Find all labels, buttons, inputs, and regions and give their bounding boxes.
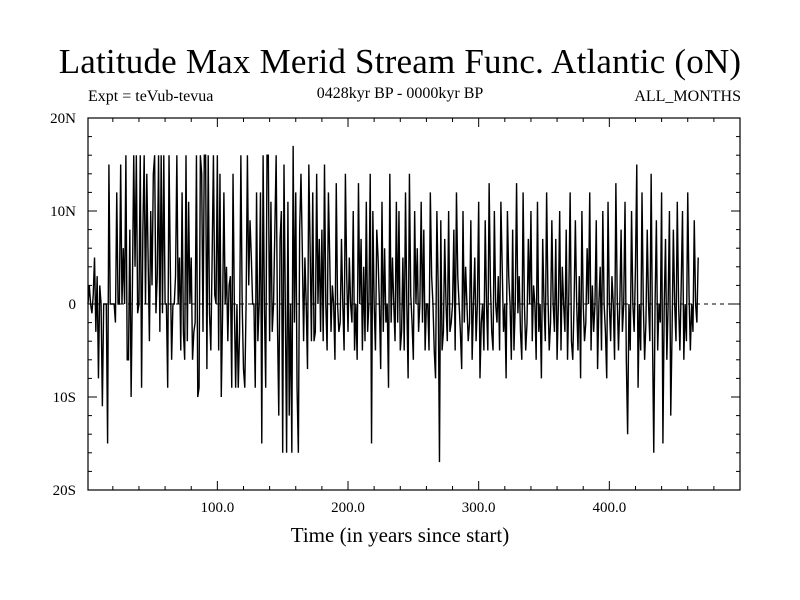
x-tick-label: 100.0 <box>200 500 234 516</box>
y-tick-label: 10S <box>53 390 76 406</box>
x-tick-label: 300.0 <box>462 500 496 516</box>
y-tick-label: 20N <box>50 111 76 127</box>
x-axis-label: Time (in years since start) <box>290 523 510 547</box>
series-line <box>87 145 699 463</box>
tick-labels: 20S 10S 0 10N 20N 100.0 200.0 300.0 400.0 <box>50 111 626 516</box>
y-tick-label: 0 <box>69 297 77 313</box>
y-tick-label: 20S <box>53 483 76 499</box>
x-tick-label: 400.0 <box>592 500 626 516</box>
y-tick-label: 10N <box>50 204 76 220</box>
chart-title: Latitude Max Merid Stream Func. Atlantic… <box>58 42 742 81</box>
expt-label: Expt = teVub-tevua <box>88 88 214 105</box>
period-label: 0428kyr BP - 0000kyr BP <box>316 85 484 102</box>
axis-ticks <box>88 117 740 491</box>
plot-frame <box>87 117 741 491</box>
x-tick-label: 200.0 <box>331 500 365 516</box>
months-label: ALL_MONTHS <box>634 88 741 105</box>
